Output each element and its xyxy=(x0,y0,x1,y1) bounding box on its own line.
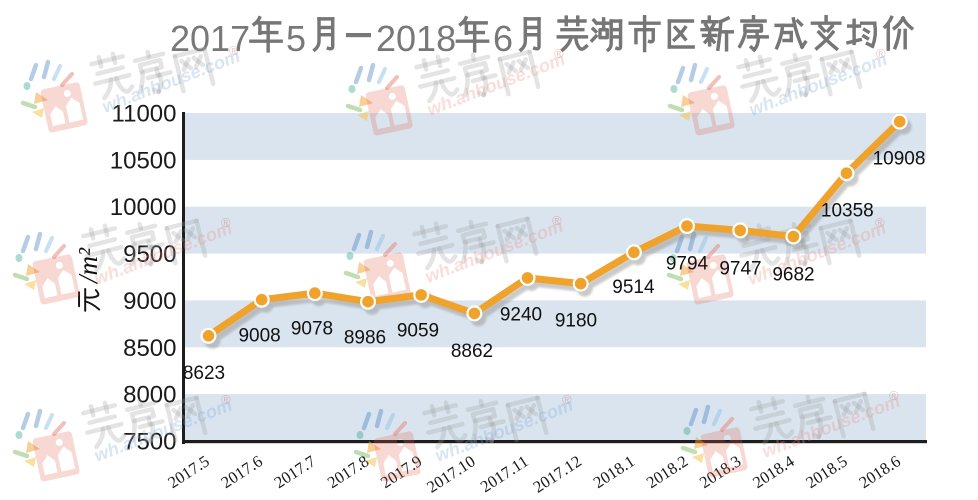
svg-text:®: ® xyxy=(562,392,572,407)
svg-text:9078: 9078 xyxy=(291,319,333,340)
svg-text:9240: 9240 xyxy=(500,305,542,326)
svg-text:9514: 9514 xyxy=(612,277,655,298)
svg-text:®: ® xyxy=(221,215,231,230)
svg-text:5: 5 xyxy=(286,18,306,59)
svg-text:9008: 9008 xyxy=(238,326,280,347)
svg-text:8500: 8500 xyxy=(123,335,176,362)
svg-text:10500: 10500 xyxy=(110,147,177,174)
svg-text:9000: 9000 xyxy=(123,288,176,315)
svg-text:9059: 9059 xyxy=(397,321,439,342)
svg-text:11000: 11000 xyxy=(112,101,177,128)
svg-text:10908: 10908 xyxy=(873,148,926,169)
svg-text:6: 6 xyxy=(493,18,513,59)
svg-text:®: ® xyxy=(552,213,562,228)
svg-text:8862: 8862 xyxy=(451,341,493,362)
svg-text:®: ® xyxy=(229,43,239,58)
svg-text:®: ® xyxy=(875,215,885,230)
svg-text:8986: 8986 xyxy=(344,328,386,349)
svg-text:8623: 8623 xyxy=(183,363,225,384)
svg-text:9747: 9747 xyxy=(719,258,761,279)
svg-text:®: ® xyxy=(889,388,899,403)
svg-text:9682: 9682 xyxy=(772,264,814,285)
svg-text:10358: 10358 xyxy=(821,200,874,221)
svg-text:®: ® xyxy=(554,46,564,61)
svg-text:®: ® xyxy=(876,46,886,61)
svg-text:10000: 10000 xyxy=(110,194,177,221)
svg-text:9180: 9180 xyxy=(555,311,597,332)
svg-text:9794: 9794 xyxy=(666,254,709,275)
svg-text:2018: 2018 xyxy=(376,18,456,59)
svg-text:®: ® xyxy=(221,392,231,407)
